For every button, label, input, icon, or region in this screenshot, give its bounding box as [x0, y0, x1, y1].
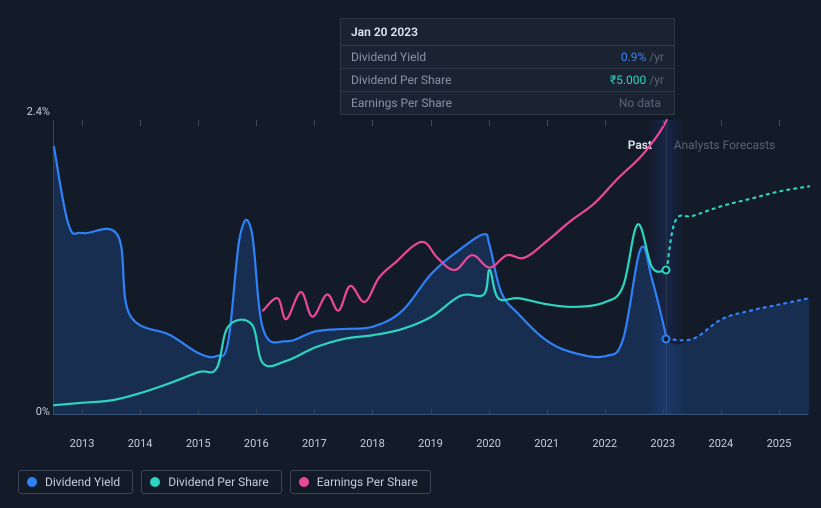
axis-tick [256, 409, 257, 415]
x-axis-label: 2024 [709, 437, 734, 450]
axis-tick [547, 409, 548, 415]
axis-tick [721, 120, 722, 126]
legend: Dividend Yield Dividend Per Share Earnings… [18, 470, 431, 494]
axis-tick [140, 120, 141, 126]
x-axis-label: 2016 [244, 437, 269, 450]
x-axis-label: 2021 [534, 437, 559, 450]
series-marker [661, 265, 670, 274]
tooltip-label: Earnings Per Share [351, 96, 619, 110]
axis-tick [431, 120, 432, 126]
axis-tick [721, 409, 722, 415]
y-axis-max: 2.4% [18, 105, 50, 118]
tooltip-value: No data [619, 96, 661, 110]
axis-tick [198, 409, 199, 415]
legend-dot [299, 477, 309, 487]
axis-tick [314, 120, 315, 126]
axis-tick [663, 120, 664, 126]
legend-dot [150, 477, 160, 487]
y-axis-min: 0% [18, 405, 50, 418]
tooltip-label: Dividend Per Share [351, 73, 610, 87]
chart-tooltip: Jan 20 2023 Dividend Yield0.9%/yrDividen… [340, 18, 675, 115]
axis-tick [431, 409, 432, 415]
axis-tick [82, 120, 83, 126]
legend-dot [27, 477, 37, 487]
axis-tick [314, 409, 315, 415]
plot-area[interactable] [53, 120, 808, 415]
axis-tick [256, 120, 257, 126]
axis-tick [489, 409, 490, 415]
x-axis-label: 2014 [128, 437, 153, 450]
tooltip-row: Earnings Per ShareNo data [341, 92, 674, 114]
chart-svg [54, 120, 809, 415]
x-axis-label: 2013 [70, 437, 95, 450]
axis-tick [372, 120, 373, 126]
tooltip-rows: Dividend Yield0.9%/yrDividend Per Share₹… [341, 46, 674, 114]
x-axis-label: 2022 [592, 437, 617, 450]
legend-label: Earnings Per Share [317, 475, 418, 489]
tooltip-unit: /yr [649, 73, 664, 87]
tooltip-label: Dividend Yield [351, 50, 621, 64]
axis-tick [489, 120, 490, 126]
axis-tick [663, 409, 664, 415]
tooltip-date: Jan 20 2023 [341, 19, 674, 46]
axis-tick [779, 120, 780, 126]
tooltip-value: ₹5.000 [610, 73, 646, 87]
axis-tick [605, 120, 606, 126]
axis-tick [547, 120, 548, 126]
axis-tick [198, 120, 199, 126]
tooltip-value: 0.9% [621, 50, 646, 64]
tooltip-row: Dividend Yield0.9%/yr [341, 46, 674, 69]
x-axis-label: 2020 [476, 437, 501, 450]
legend-item[interactable]: Earnings Per Share [290, 470, 431, 494]
x-axis-label: 2019 [418, 437, 443, 450]
series-marker [661, 334, 670, 343]
x-axis-label: 2018 [360, 437, 385, 450]
x-axis-label: 2025 [767, 437, 792, 450]
axis-tick [372, 409, 373, 415]
axis-tick [82, 409, 83, 415]
axis-tick [779, 409, 780, 415]
axis-tick [140, 409, 141, 415]
legend-label: Dividend Yield [45, 475, 120, 489]
legend-item[interactable]: Dividend Per Share [141, 470, 282, 494]
tooltip-unit: /yr [649, 50, 664, 64]
x-axis-label: 2015 [186, 437, 211, 450]
axis-tick [605, 409, 606, 415]
dividend-chart: 2.4% 0% Past Analysts Forecasts 20132014… [18, 105, 808, 450]
x-axis-label: 2017 [302, 437, 327, 450]
legend-item[interactable]: Dividend Yield [18, 470, 133, 494]
legend-label: Dividend Per Share [168, 475, 269, 489]
tooltip-row: Dividend Per Share₹5.000/yr [341, 69, 674, 92]
x-axis-label: 2023 [650, 437, 675, 450]
